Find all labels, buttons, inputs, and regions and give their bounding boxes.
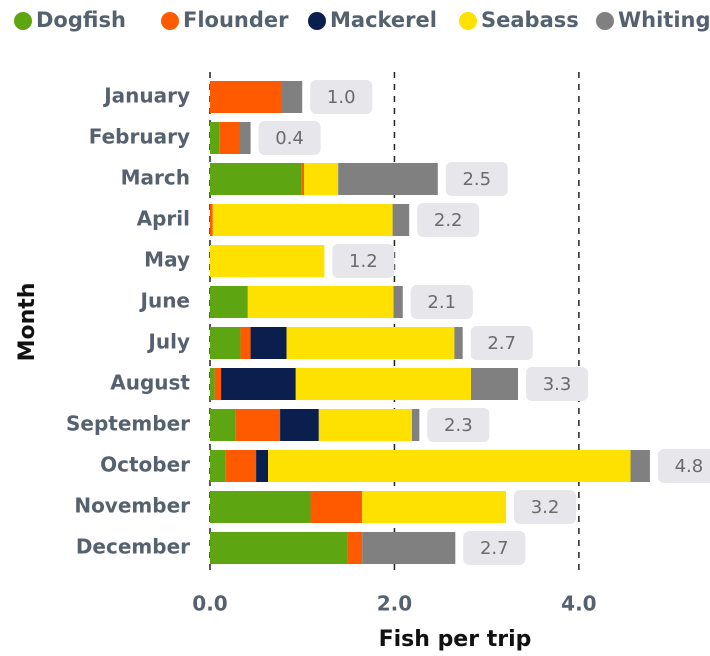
bar-segment [210,368,215,400]
bar-segment [219,122,240,154]
y-tick-label: March [121,166,190,190]
total-label: 4.8 [675,456,704,477]
total-label-box [463,531,526,565]
total-label: 2.1 [427,292,456,313]
y-tick-label: May [144,248,190,272]
y-tick-label: September [66,412,190,436]
bar-segment [210,491,311,523]
total-label-box [410,285,473,319]
total-label-box [470,326,533,360]
y-axis-title: Month [15,283,40,362]
total-label-box [514,490,577,524]
total-label: 3.2 [531,497,560,518]
total-label: 2.2 [434,210,463,231]
bar-segment [411,409,420,441]
total-label: 2.5 [462,169,491,190]
bar-segment [280,409,319,441]
total-label: 1.0 [327,87,356,108]
total-label-box [445,162,508,196]
total-label-box [526,367,589,401]
bar-segment [221,368,296,400]
total-label-box [332,244,395,278]
bar-segment [250,327,287,359]
legend-label: Dogfish [36,8,126,32]
bar-segment [240,327,251,359]
bar-segment [256,450,269,482]
bar-segment [214,368,222,400]
bar-segment [393,286,403,318]
bar-segment [210,450,226,482]
legend-swatch [459,12,477,30]
bar-segment [235,409,281,441]
bar-segment [362,532,456,564]
bar-segment [210,122,220,154]
total-label: 2.3 [444,415,473,436]
bar-segment [225,450,257,482]
legend-swatch [161,12,179,30]
bar-segment [338,163,438,195]
y-tick-label: November [74,494,190,518]
legend-swatch [596,12,614,30]
bar-segment [281,81,303,113]
bar-segment [630,450,650,482]
bar-segment [301,163,305,195]
y-tick-label: June [139,289,190,313]
bar-segment [210,245,325,277]
y-tick-label: December [76,535,190,559]
bar-segment [210,81,282,113]
bar-segment [247,286,394,318]
bar-segment [470,368,519,400]
x-tick-label: 0.0 [192,592,227,616]
y-tick-label: February [89,125,190,149]
legend-swatch [14,12,32,30]
total-label-box [258,121,321,155]
legend-label: Mackerel [330,8,437,32]
total-label: 2.7 [480,538,509,559]
total-label: 1.2 [349,251,378,272]
bar-segment [212,204,393,236]
y-tick-label: October [100,453,190,477]
y-tick-label: January [102,84,190,108]
total-label-box [417,203,480,237]
bar-segment [210,532,348,564]
total-label: 0.4 [275,128,304,149]
legend-swatch [308,12,326,30]
y-tick-label: July [146,330,190,354]
x-tick-label: 4.0 [561,592,596,616]
total-label-box [310,80,373,114]
legend-label: Flounder [183,8,289,32]
bar-segment [295,368,471,400]
bar-segment [347,532,363,564]
x-axis-title: Fish per trip [379,627,532,652]
bar-segment [210,286,248,318]
total-label: 3.3 [543,374,572,395]
total-label: 2.7 [487,333,516,354]
bar-segment [454,327,463,359]
bar-segment [210,204,213,236]
bar-segment [210,409,236,441]
bar-segment [392,204,410,236]
y-tick-label: April [137,207,190,231]
bar-segment [210,327,241,359]
bar-segment [239,122,251,154]
y-tick-label: August [110,371,190,395]
bar-segment [286,327,455,359]
bar-segment [318,409,412,441]
total-label-box [657,449,710,483]
x-tick-label: 2.0 [377,592,412,616]
bar-segment [304,163,339,195]
bar-segment [310,491,363,523]
bar-segment [268,450,631,482]
bar-segment [362,491,507,523]
legend-label: Seabass [481,8,579,32]
total-label-box [427,408,490,442]
bar-segment [210,163,302,195]
legend-label: Whiting [618,8,710,32]
